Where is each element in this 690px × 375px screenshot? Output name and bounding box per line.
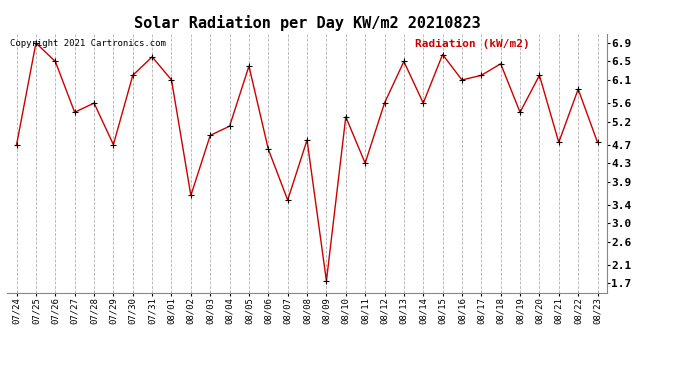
Title: Solar Radiation per Day KW/m2 20210823: Solar Radiation per Day KW/m2 20210823 (134, 15, 480, 31)
Text: Radiation (kW/m2): Radiation (kW/m2) (415, 39, 530, 49)
Text: Copyright 2021 Cartronics.com: Copyright 2021 Cartronics.com (10, 39, 166, 48)
